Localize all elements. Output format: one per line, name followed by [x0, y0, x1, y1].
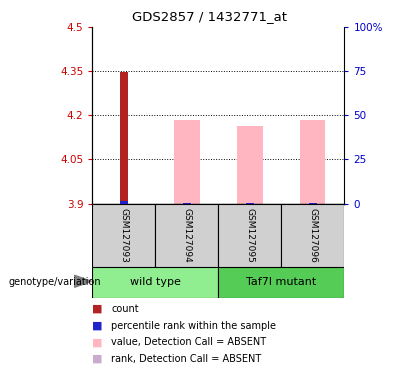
Text: wild type: wild type: [130, 277, 181, 287]
Text: GSM127094: GSM127094: [182, 208, 192, 263]
Bar: [174, 120, 199, 204]
Bar: [218, 204, 281, 267]
Bar: [92, 267, 218, 298]
Text: count: count: [111, 304, 139, 314]
Bar: [183, 203, 191, 204]
Bar: [237, 126, 262, 204]
Bar: [246, 203, 254, 204]
Bar: [281, 204, 344, 267]
Bar: [120, 72, 128, 204]
Bar: [120, 201, 128, 204]
Bar: [309, 203, 317, 204]
Text: ■: ■: [92, 321, 103, 331]
Text: ■: ■: [92, 304, 103, 314]
Bar: [300, 120, 326, 204]
Text: GDS2857 / 1432771_at: GDS2857 / 1432771_at: [132, 10, 288, 23]
Text: percentile rank within the sample: percentile rank within the sample: [111, 321, 276, 331]
Bar: [182, 203, 192, 204]
Text: value, Detection Call = ABSENT: value, Detection Call = ABSENT: [111, 337, 266, 347]
Text: GSM127095: GSM127095: [245, 208, 255, 263]
Text: Taf7l mutant: Taf7l mutant: [246, 277, 317, 287]
Text: ■: ■: [92, 337, 103, 347]
Bar: [308, 203, 318, 204]
Text: GSM127093: GSM127093: [119, 208, 129, 263]
Bar: [218, 267, 344, 298]
Bar: [245, 203, 255, 204]
Polygon shape: [74, 275, 92, 287]
Text: ■: ■: [92, 354, 103, 364]
Text: genotype/variation: genotype/variation: [8, 277, 101, 287]
Bar: [92, 204, 155, 267]
Text: GSM127096: GSM127096: [308, 208, 318, 263]
Text: rank, Detection Call = ABSENT: rank, Detection Call = ABSENT: [111, 354, 262, 364]
Bar: [155, 204, 218, 267]
